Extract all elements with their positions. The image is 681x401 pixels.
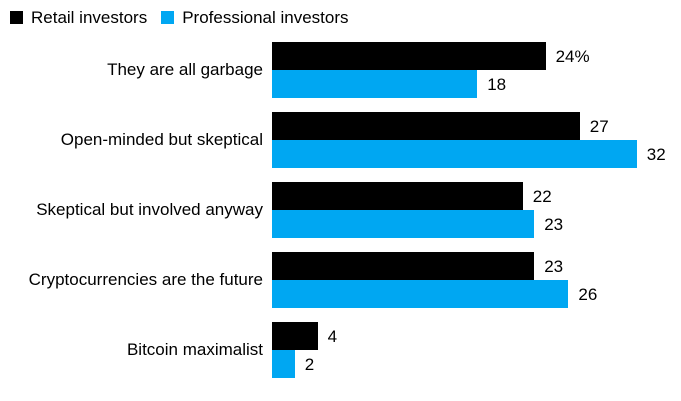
bar-retail (272, 322, 318, 350)
bar-professional (272, 70, 478, 98)
legend-label-professional: Professional investors (182, 8, 349, 27)
bar-group: 22 23 (272, 182, 563, 238)
bar-group: 23 26 (272, 252, 597, 308)
bar-retail (272, 252, 535, 280)
legend-item-professional: Professional investors (161, 8, 349, 27)
bar-line-retail: 22 (272, 182, 563, 210)
chart-row: They are all garbage 24% 18 (0, 42, 666, 98)
legend-label-retail: Retail investors (31, 8, 148, 27)
category-label: Cryptocurrencies are the future (28, 270, 263, 289)
value-label-retail: 23 (544, 256, 564, 276)
bar-line-professional: 26 (272, 280, 597, 308)
value-label-retail: 24% (555, 46, 590, 66)
plot-area: They are all garbage 24% 18 Open-minded … (0, 42, 666, 392)
bar-professional (272, 140, 637, 168)
value-label-professional: 26 (578, 284, 598, 304)
legend-item-retail: Retail investors (10, 9, 147, 26)
value-label-retail: 27 (589, 116, 609, 136)
category-label: Bitcoin maximalist (126, 340, 263, 359)
bar-line-retail: 23 (272, 252, 597, 280)
value-label-professional: 18 (487, 74, 507, 94)
bar-professional (272, 210, 535, 238)
bar-professional (272, 280, 569, 308)
bar-group: 4 2 (272, 322, 337, 378)
value-label-professional: 23 (544, 214, 564, 234)
value-label-professional: 2 (304, 354, 315, 374)
bar-retail (272, 42, 546, 70)
value-label-retail: 22 (532, 186, 552, 206)
bar-group: 24% 18 (272, 42, 590, 98)
bar-line-retail: 24% (272, 42, 590, 70)
chart-row: Skeptical but involved anyway 22 23 (0, 182, 666, 238)
bar-line-professional: 18 (272, 70, 590, 98)
category-label: Open-minded but skeptical (60, 130, 263, 149)
chart-row: Bitcoin maximalist 4 2 (0, 322, 666, 378)
value-label-professional: 32 (646, 144, 666, 164)
value-label-retail: 4 (327, 326, 338, 346)
legend-swatch-professional (161, 11, 175, 24)
bar-retail (272, 182, 523, 210)
bar-group: 27 32 (272, 112, 666, 168)
category-label: They are all garbage (107, 60, 263, 79)
bar-line-professional: 23 (272, 210, 563, 238)
category-label: Skeptical but involved anyway (36, 200, 263, 219)
bar-line-retail: 27 (272, 112, 666, 140)
chart-row: Open-minded but skeptical 27 32 (0, 112, 666, 168)
bar-line-retail: 4 (272, 322, 337, 350)
legend-swatch-retail (10, 11, 23, 24)
bar-line-professional: 32 (272, 140, 666, 168)
bar-professional (272, 350, 295, 378)
bar-line-professional: 2 (272, 350, 337, 378)
chart-legend: Retail investors Professional investors (10, 9, 349, 26)
bar-retail (272, 112, 580, 140)
chart-row: Cryptocurrencies are the future 23 26 (0, 252, 666, 308)
